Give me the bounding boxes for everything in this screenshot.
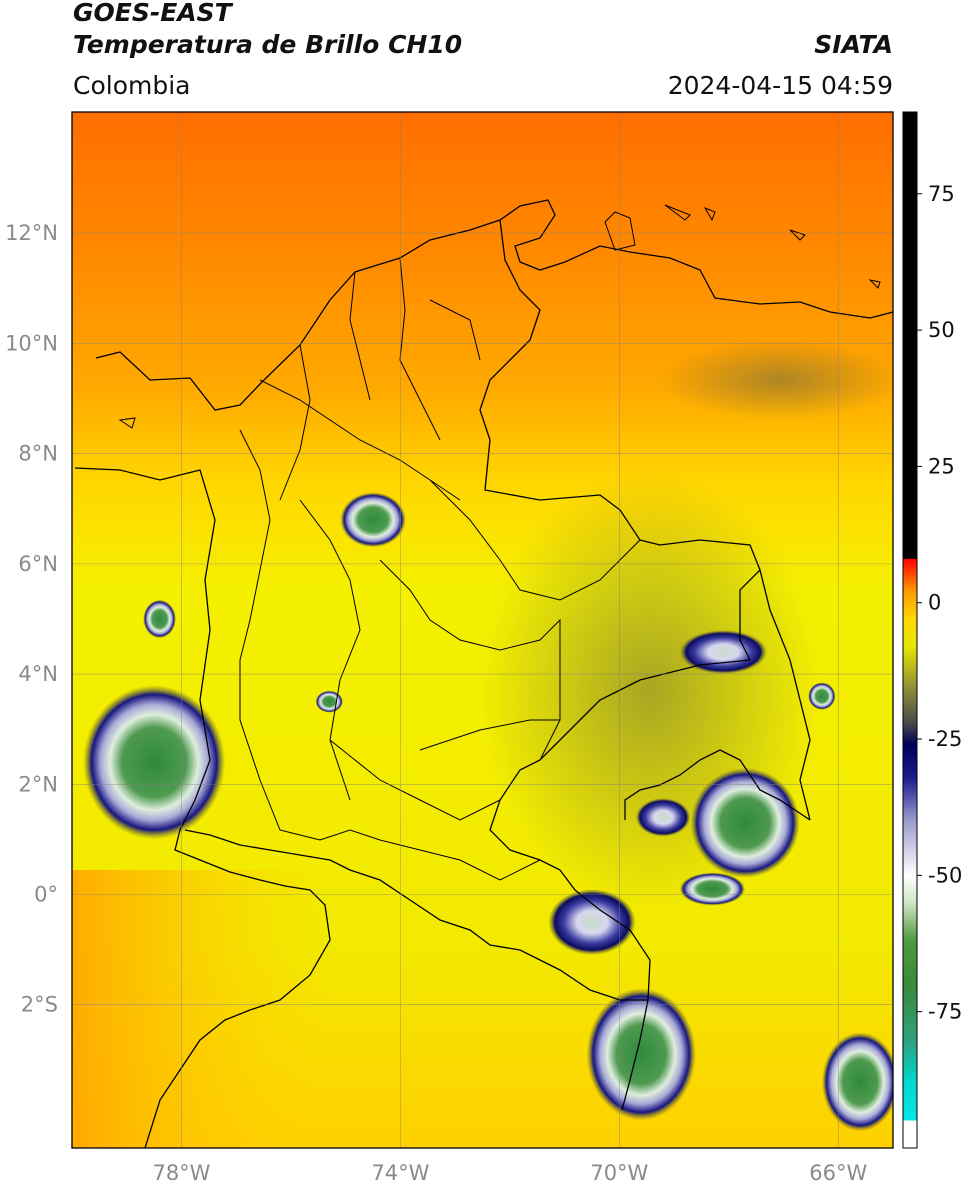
longitude-labels: 78°W 74°W 70°W 66°W xyxy=(152,1161,867,1185)
convective-cells xyxy=(82,492,893,1170)
latitude-tick-label: 12°N xyxy=(5,221,58,245)
colorbar-tick-label: -75 xyxy=(928,1000,962,1024)
colorbar xyxy=(902,111,918,1149)
venezuela-brazil-border xyxy=(624,749,811,821)
latitude-tick-label: 6°N xyxy=(18,552,58,576)
latitude-tick-label: 10°N xyxy=(5,331,58,355)
colorbar-tick-label: 75 xyxy=(928,182,955,206)
convective-cell-11 xyxy=(679,872,746,906)
timestamp-label: 2024-04-15 04:59 xyxy=(667,71,893,100)
convective-cell-8 xyxy=(808,682,836,710)
longitude-tick-label: 74°W xyxy=(371,1161,429,1185)
caribbean-coastline xyxy=(95,199,893,411)
colorbar-tick-label: 25 xyxy=(928,454,955,478)
pacific-warm-region xyxy=(72,870,332,1148)
convective-cell-3 xyxy=(821,1032,893,1132)
brand-label: SIATA xyxy=(814,30,893,59)
colorbar-tick-label: -25 xyxy=(928,727,962,751)
cirrus-haze-north xyxy=(660,340,893,420)
colorbar-tick-label: 0 xyxy=(928,591,941,615)
convective-cell-2 xyxy=(586,988,696,1121)
colombia-ecuador-border xyxy=(184,829,331,861)
convective-cell-12 xyxy=(652,1148,696,1170)
colombia-venezuela-border xyxy=(479,219,761,661)
departmental-boundaries xyxy=(239,257,641,881)
latitude-tick-label: 0° xyxy=(34,883,58,907)
longitude-tick-label: 78°W xyxy=(152,1161,210,1185)
lat-lon-grid xyxy=(72,112,893,1148)
colorbar-tick-label: -50 xyxy=(928,863,962,887)
convective-cell-10 xyxy=(635,798,691,837)
colorbar-ticks: 75 50 25 0 -25 -50 -75 xyxy=(917,182,962,1024)
colombia-peru-border xyxy=(329,859,648,1001)
longitude-tick-label: 70°W xyxy=(590,1161,648,1185)
colorbar-tick-label: 50 xyxy=(928,318,955,342)
convective-cell-6 xyxy=(143,599,176,639)
satellite-title: GOES-EAST xyxy=(73,0,232,27)
latitude-tick-label: 2°S xyxy=(21,993,58,1017)
convective-cell-4 xyxy=(548,889,636,956)
country-borders xyxy=(74,199,893,1148)
map-frame xyxy=(71,111,894,1149)
latitude-tick-label: 2°N xyxy=(18,772,58,796)
brazil-peru-border xyxy=(621,999,649,1111)
convective-cell-9 xyxy=(315,690,343,713)
convective-cell-1 xyxy=(690,767,800,878)
region-label: Colombia xyxy=(73,71,191,100)
convective-cell-0 xyxy=(82,685,226,840)
latitude-labels: 12°N 10°N 8°N 6°N 4°N 2°N 0° 2°S xyxy=(5,221,58,1016)
convective-cell-7 xyxy=(679,630,768,675)
venezuela-guyana-border xyxy=(759,569,811,821)
colombia-brazil-border xyxy=(489,659,751,1001)
latitude-tick-label: 8°N xyxy=(18,442,58,466)
longitude-tick-label: 66°W xyxy=(809,1161,867,1185)
islands xyxy=(118,204,881,429)
latitude-tick-label: 4°N xyxy=(18,662,58,686)
convective-cell-5 xyxy=(340,492,406,548)
product-title: Temperatura de Brillo CH10 xyxy=(73,30,463,59)
pacific-coastline xyxy=(74,467,331,1148)
